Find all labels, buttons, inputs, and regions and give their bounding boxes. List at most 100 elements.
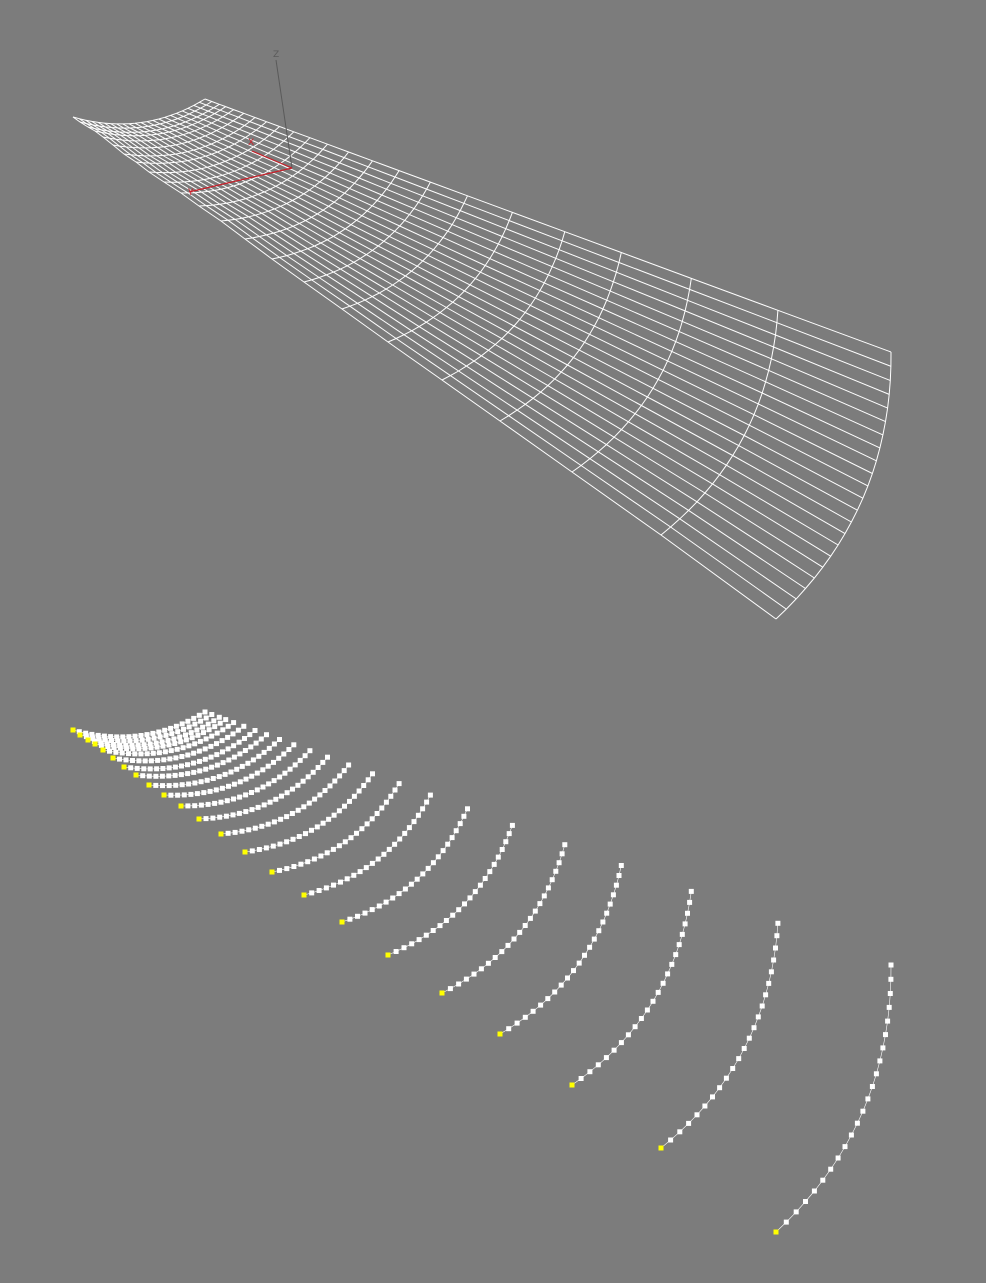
vertex[interactable] [271, 759, 276, 765]
vertex[interactable] [173, 723, 179, 729]
vertex[interactable] [305, 774, 311, 780]
vertex[interactable] [416, 937, 422, 943]
vertex[interactable] [98, 742, 104, 748]
vertex[interactable] [150, 730, 156, 736]
selected-vertex[interactable] [100, 747, 106, 753]
vertex[interactable] [153, 740, 159, 746]
vertex[interactable] [235, 727, 241, 733]
vertex[interactable] [183, 732, 188, 738]
vertex[interactable] [154, 766, 160, 772]
vertex[interactable] [159, 773, 165, 779]
vertex[interactable] [717, 1085, 723, 1091]
vertex[interactable] [465, 806, 470, 812]
vertex[interactable] [172, 741, 178, 746]
vertex[interactable] [390, 895, 396, 901]
vertex[interactable] [332, 778, 338, 784]
vertex[interactable] [383, 899, 389, 905]
vertex[interactable] [424, 799, 430, 805]
vertex[interactable] [803, 1199, 808, 1204]
vertex[interactable] [168, 792, 174, 798]
vertex[interactable] [204, 777, 210, 783]
vertex[interactable] [854, 1120, 860, 1126]
vertex[interactable] [224, 798, 230, 804]
vertex[interactable] [616, 873, 622, 878]
vertex[interactable] [172, 764, 178, 770]
vertex[interactable] [110, 742, 116, 747]
selected-vertex[interactable] [497, 1031, 503, 1037]
vertex[interactable] [197, 768, 203, 774]
vertex[interactable] [237, 794, 243, 800]
vertex[interactable] [374, 811, 380, 816]
vertex[interactable] [351, 872, 357, 878]
vertex[interactable] [677, 1129, 683, 1135]
vertex[interactable] [462, 901, 467, 907]
vertex[interactable] [411, 819, 417, 825]
vertex[interactable] [95, 732, 101, 738]
vertex[interactable] [318, 853, 324, 859]
selected-vertex[interactable] [385, 952, 391, 958]
vertex[interactable] [151, 735, 157, 741]
vertex[interactable] [172, 772, 178, 778]
vertex[interactable] [302, 753, 308, 759]
vertex[interactable] [123, 757, 129, 763]
vertex[interactable] [545, 885, 551, 891]
vertex[interactable] [673, 952, 679, 958]
vertex[interactable] [591, 936, 597, 942]
vertex[interactable] [290, 836, 296, 842]
vertex[interactable] [203, 766, 209, 772]
vertex[interactable] [357, 869, 363, 875]
vertex[interactable] [186, 724, 192, 730]
vertex[interactable] [267, 799, 273, 805]
vertex[interactable] [530, 1008, 536, 1014]
vertex[interactable] [212, 724, 218, 730]
vertex[interactable] [279, 793, 284, 799]
vertex[interactable] [383, 799, 389, 805]
vertex[interactable] [611, 1047, 617, 1053]
vertex[interactable] [90, 735, 96, 741]
vertex[interactable] [356, 788, 362, 794]
vertex[interactable] [107, 748, 112, 754]
vertex[interactable] [129, 742, 135, 748]
vertex[interactable] [179, 782, 185, 788]
vertex[interactable] [223, 717, 229, 723]
vertex[interactable] [231, 720, 237, 726]
vertex[interactable] [166, 742, 172, 748]
vertex[interactable] [618, 863, 624, 868]
vertex[interactable] [877, 1058, 883, 1064]
vertex[interactable] [239, 763, 245, 769]
vertex[interactable] [457, 821, 463, 827]
vertex[interactable] [392, 787, 398, 793]
vertex[interactable] [223, 813, 229, 819]
vertex[interactable] [376, 903, 382, 909]
vertex[interactable] [314, 824, 320, 830]
vertex[interactable] [759, 1003, 765, 1009]
vertex[interactable] [522, 1014, 528, 1020]
vertex[interactable] [174, 746, 180, 752]
vertex[interactable] [355, 913, 360, 919]
vertex[interactable] [710, 1094, 715, 1100]
vertex[interactable] [392, 841, 398, 847]
vertex[interactable] [281, 751, 287, 757]
y-axis[interactable] [188, 167, 293, 193]
vertex[interactable] [775, 920, 781, 926]
vertex[interactable] [456, 981, 462, 987]
vertex[interactable] [214, 762, 220, 768]
vertex[interactable] [632, 1024, 638, 1030]
vertex[interactable] [461, 813, 467, 819]
vertex[interactable] [246, 827, 252, 833]
vertex[interactable] [306, 800, 312, 806]
vertex[interactable] [282, 770, 288, 776]
vertex[interactable] [883, 1032, 888, 1038]
vertex[interactable] [216, 774, 222, 780]
selected-vertex[interactable] [439, 990, 445, 996]
vertex[interactable] [209, 764, 215, 770]
vertex[interactable] [214, 730, 220, 736]
vertex[interactable] [222, 771, 228, 777]
vertex[interactable] [553, 868, 559, 874]
vertex[interactable] [499, 847, 505, 852]
vertex[interactable] [168, 725, 174, 731]
vertex[interactable] [447, 986, 453, 992]
vertex[interactable] [166, 783, 172, 789]
vertex[interactable] [565, 975, 570, 981]
